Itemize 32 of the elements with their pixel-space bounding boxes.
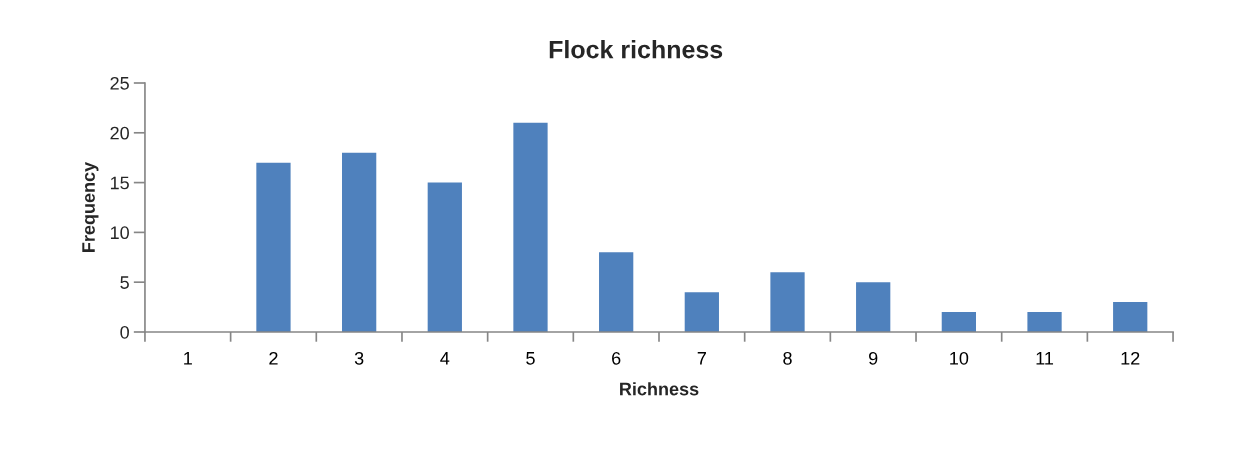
x-tick-label: 8 <box>783 351 792 365</box>
bar <box>342 152 377 332</box>
x-tick-label: 1 <box>184 352 192 365</box>
bar <box>1027 312 1062 332</box>
x-tick-label: 7 <box>697 352 706 365</box>
chart-title: Flock richness <box>549 40 723 59</box>
x-tick-label: 2 <box>269 351 278 365</box>
x-tick-label: 6 <box>612 351 621 365</box>
bar <box>856 282 891 332</box>
y-tick-label: 20 <box>110 126 129 140</box>
bar <box>684 292 719 332</box>
y-axis-title: Frequency <box>82 161 99 252</box>
y-tick-label: 15 <box>110 176 129 190</box>
bar <box>513 122 548 332</box>
x-tick-label: 11 <box>1036 352 1054 365</box>
x-axis-title: Richness <box>620 382 699 396</box>
y-tick-label: 25 <box>110 76 129 90</box>
bar <box>770 272 805 332</box>
x-tick-label: 3 <box>354 351 364 365</box>
x-tick-label: 10 <box>950 351 969 365</box>
bar <box>427 182 462 332</box>
bar <box>1113 302 1148 332</box>
x-tick-label: 12 <box>1121 351 1140 365</box>
y-tick-label: 5 <box>120 276 129 289</box>
y-tick-label: 10 <box>110 226 129 240</box>
x-tick-label: 9 <box>869 351 878 365</box>
y-tick-label: 0 <box>120 325 129 339</box>
x-tick-label: 4 <box>440 352 450 365</box>
bar <box>599 252 634 332</box>
bar <box>256 162 291 332</box>
bar <box>941 312 976 332</box>
x-tick-label: 5 <box>526 352 535 365</box>
